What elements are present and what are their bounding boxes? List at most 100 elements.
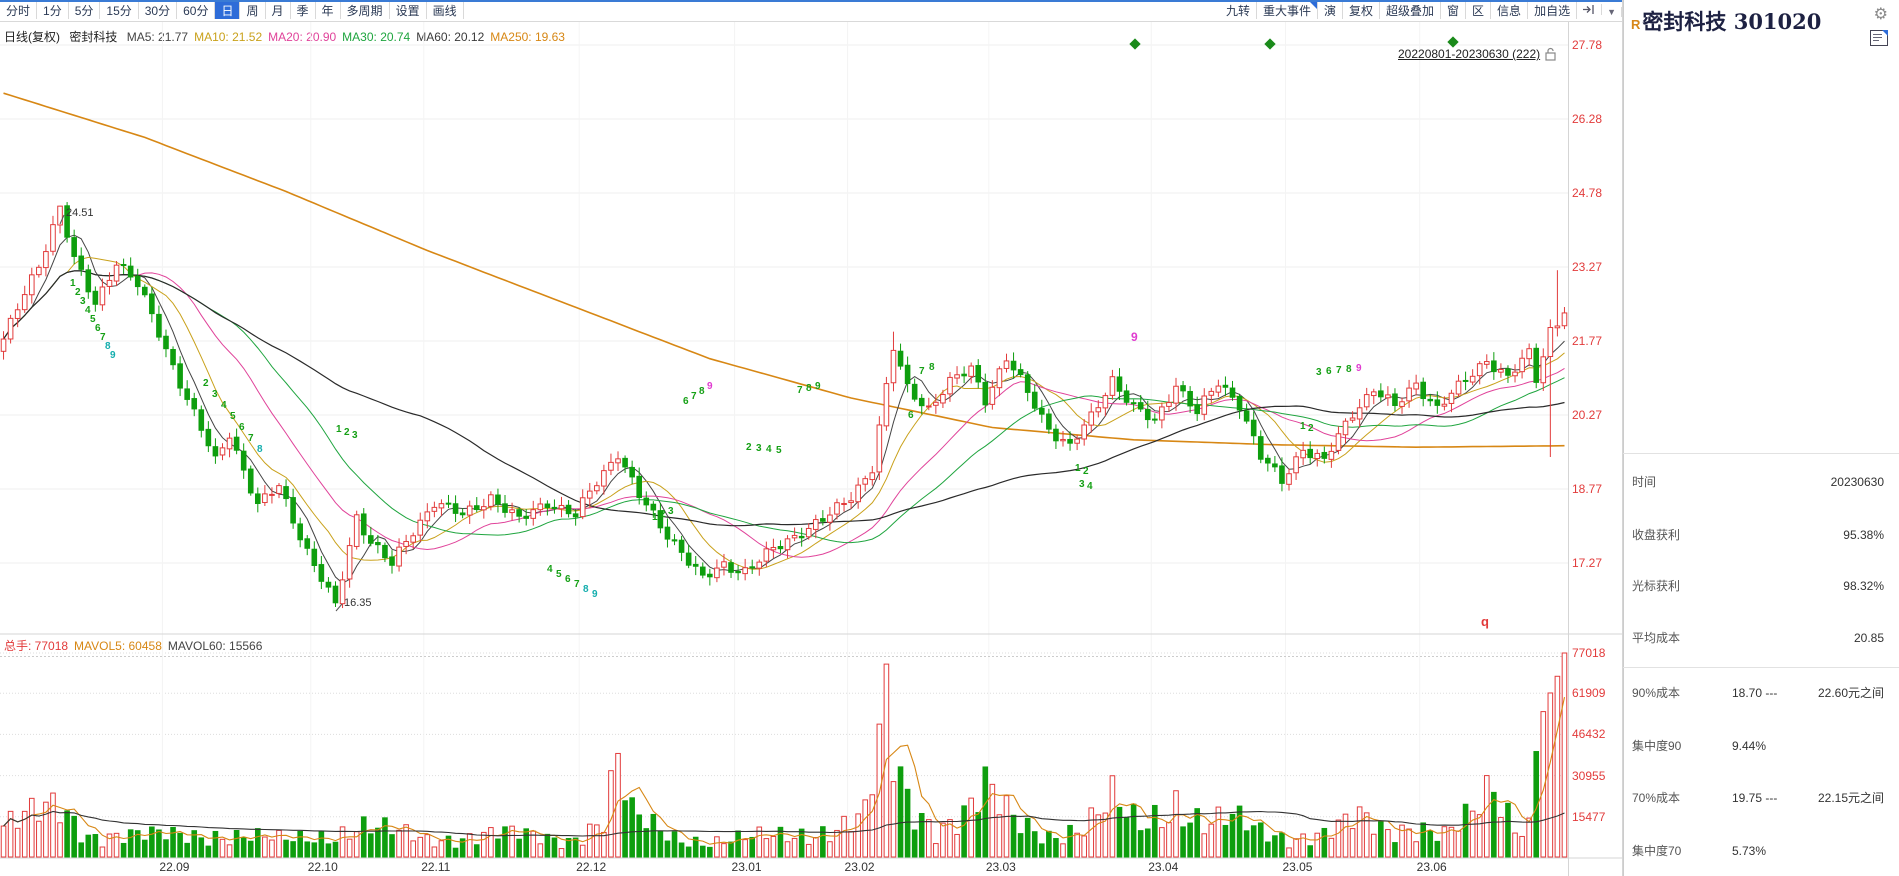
volume-axis-label: 46432 xyxy=(1572,727,1606,742)
svg-text:7: 7 xyxy=(574,579,580,590)
stat-mid-value: 5.73% xyxy=(1732,844,1767,858)
svg-text:2: 2 xyxy=(1308,423,1314,434)
time-axis-label: 22.10 xyxy=(307,860,338,874)
tool-button-区[interactable]: 区 xyxy=(1466,2,1492,19)
chip-stat-row: 光标获利 98.32% xyxy=(1632,577,1892,595)
svg-text:8: 8 xyxy=(257,444,263,455)
volume-axis-label: 30955 xyxy=(1572,768,1606,783)
stat-label: 90%成本 xyxy=(1632,686,1681,700)
svg-text:8: 8 xyxy=(105,341,111,352)
volume-axis-label: 15477 xyxy=(1572,809,1606,824)
unlock-icon[interactable] xyxy=(1544,47,1557,61)
svg-text:7: 7 xyxy=(248,433,254,444)
price-point-labels: 24.51 16.35 xyxy=(59,207,372,612)
period-button-日[interactable]: 日 xyxy=(215,2,241,19)
ma-label: MA250: 19.63 xyxy=(490,30,565,44)
svg-text:9: 9 xyxy=(1131,330,1138,344)
panel-divider xyxy=(1623,667,1899,668)
stat-mid-value: 19.75 --- xyxy=(1732,791,1778,805)
period-button-月[interactable]: 月 xyxy=(266,2,291,19)
period-button-年[interactable]: 年 xyxy=(316,2,341,19)
stock-title-header: R 密封科技 301020 xyxy=(1631,6,1821,36)
date-range-wrap: 20220801-20230630 (222) xyxy=(1398,47,1568,61)
period-button-多周期[interactable]: 多周期 xyxy=(341,2,390,19)
time-axis-label: 23.04 xyxy=(1148,860,1179,874)
stat-label: 收盘获利 xyxy=(1632,528,1681,542)
tool-button-加自选[interactable]: 加自选 xyxy=(1528,2,1578,19)
ma-values-group: MA5: 21.77 MA10: 21.52 MA20: 20.90 MA30: 20… xyxy=(127,30,571,44)
period-button-画线[interactable]: 画线 xyxy=(427,2,464,19)
gear-icon[interactable]: ⚙ xyxy=(1873,6,1888,23)
period-button-5分[interactable]: 5分 xyxy=(69,2,101,19)
cost-stat-row: 70%成本 19.75 --- 22.15元之间 xyxy=(1632,789,1892,807)
tool-button-九转[interactable]: 九转 xyxy=(1220,2,1257,19)
svg-text:3: 3 xyxy=(668,506,674,517)
stat-label: 集中度70 xyxy=(1632,844,1682,858)
stat-label: 平均成本 xyxy=(1632,631,1681,645)
svg-text:4: 4 xyxy=(766,444,772,455)
stat-label: 光标获利 xyxy=(1632,579,1681,593)
time-axis-label: 23.05 xyxy=(1282,860,1313,874)
period-button-15分[interactable]: 15分 xyxy=(100,2,139,19)
svg-text:9: 9 xyxy=(592,589,598,600)
svg-text:3: 3 xyxy=(212,389,218,400)
ma-label: MA30: 20.74 xyxy=(342,30,411,44)
period-button-季[interactable]: 季 xyxy=(291,2,316,19)
period-mode-label: 日线(复权) xyxy=(4,30,60,44)
period-button-设置[interactable]: 设置 xyxy=(390,2,427,19)
tool-button-窗[interactable]: 窗 xyxy=(1441,2,1467,19)
window-top-strip xyxy=(0,0,1622,2)
stat-label: 时间 xyxy=(1632,475,1657,489)
event-diamond-icon[interactable] xyxy=(1264,38,1276,50)
tool-button-复权[interactable]: 复权 xyxy=(1343,2,1380,19)
svg-text:6: 6 xyxy=(683,396,689,407)
svg-text:2: 2 xyxy=(203,378,209,389)
price-axis-label: 18.77 xyxy=(1572,482,1603,496)
period-button-30分[interactable]: 30分 xyxy=(139,2,178,19)
panel-divider xyxy=(1623,453,1899,454)
period-button-1分[interactable]: 1分 xyxy=(37,2,69,19)
svg-text:1: 1 xyxy=(336,424,342,435)
tool-button-重大事件[interactable]: 重大事件 xyxy=(1257,2,1318,19)
price-axis-label: 27.78 xyxy=(1572,38,1603,52)
svg-text:4: 4 xyxy=(85,305,91,316)
event-diamond-icon[interactable] xyxy=(1447,36,1459,48)
chart-header-line: 日线(复权) 密封科技 MA5: 21.77 MA10: 21.52 MA20: 2… xyxy=(4,28,577,44)
chart-gridlines xyxy=(0,22,1568,858)
svg-text:3: 3 xyxy=(352,430,358,441)
svg-text:1: 1 xyxy=(1300,421,1306,432)
svg-text:1: 1 xyxy=(1075,463,1081,474)
svg-text:3: 3 xyxy=(1079,479,1085,490)
tool-button-演[interactable]: 演 xyxy=(1318,2,1343,19)
date-range-link[interactable]: 20220801-20230630 (222) xyxy=(1398,47,1541,61)
period-button-60分[interactable]: 60分 xyxy=(177,2,216,19)
price-axis-label: 21.77 xyxy=(1572,334,1603,348)
stat-label: 70%成本 xyxy=(1632,791,1681,805)
volume-header-line: 总手: 77018 MAVOL5: 60458 MAVOL60: 15566 xyxy=(4,637,268,654)
period-button-分时[interactable]: 分时 xyxy=(0,2,38,19)
ma-label: MA5: 21.77 xyxy=(126,30,189,44)
svg-text:1: 1 xyxy=(652,512,658,523)
new-feature-corner xyxy=(1309,2,1317,9)
svg-text:24.51: 24.51 xyxy=(66,207,94,219)
tool-button-超级叠加[interactable]: 超级叠加 xyxy=(1380,2,1442,19)
stat-mid-value: 9.44% xyxy=(1732,739,1767,753)
cost-stat-row: 集中度90 9.44% xyxy=(1632,737,1892,755)
svg-text:9: 9 xyxy=(815,381,821,392)
note-icon[interactable] xyxy=(1870,30,1888,46)
volume-stat-label: MAVOL60: 15566 xyxy=(167,639,263,653)
volume-axis-label: 61909 xyxy=(1572,686,1606,701)
jump-to-latest-icon[interactable] xyxy=(1577,4,1603,15)
price-axis-label: 20.27 xyxy=(1572,408,1603,422)
toolbar-dropdown-icon[interactable]: ▼ xyxy=(1602,7,1622,17)
period-button-周[interactable]: 周 xyxy=(240,2,266,19)
tool-button-group: 九转 重大事件演复权 超级叠加窗区信息 加自选 ▼ xyxy=(1220,2,1622,21)
svg-text:6: 6 xyxy=(239,422,245,433)
tool-button-信息[interactable]: 信息 xyxy=(1491,2,1529,19)
event-diamond-icon[interactable] xyxy=(1129,38,1141,50)
period-toolbar: 分时 1分 5分 15分 30分 60分日周月季年多周期 设置 画线 九转 重大事件演复权 超级叠… xyxy=(0,2,1622,22)
time-axis-label: 22.12 xyxy=(576,860,607,874)
svg-text:9: 9 xyxy=(110,350,116,361)
mavol-lines xyxy=(3,696,1566,845)
